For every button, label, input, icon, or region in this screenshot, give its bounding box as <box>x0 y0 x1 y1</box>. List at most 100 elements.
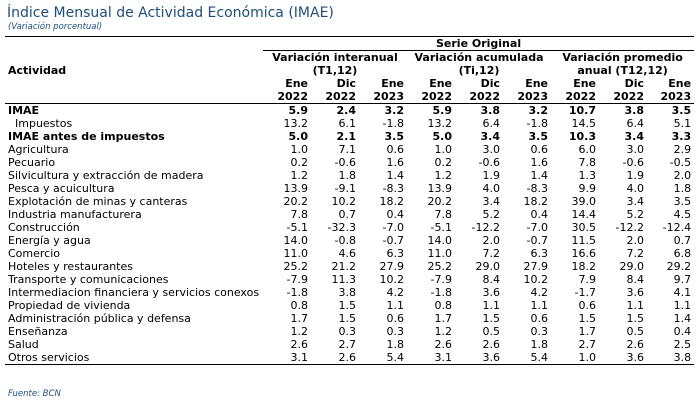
value-cell: 21.2 <box>331 260 357 273</box>
value-cell: 3.5 <box>647 103 695 117</box>
value-cell: -0.6 <box>622 156 644 169</box>
value-cell: 7.8 <box>434 208 453 221</box>
value-cell: 0.2 <box>434 156 453 169</box>
value-cell: 7.8 <box>578 156 597 169</box>
value-cell: 0.4 <box>530 208 549 221</box>
value-cell: 1.5 <box>338 299 357 312</box>
value-cell: 3.6 <box>626 286 645 299</box>
value-cell: 1.2 <box>434 169 453 182</box>
period-year: 2022 <box>565 90 596 103</box>
value-cell: 16.6 <box>571 247 597 260</box>
value-cell: 1.0 <box>551 351 599 365</box>
value-cell: -12.4 <box>662 221 692 234</box>
value-cell: 1.1 <box>482 299 501 312</box>
value-cell: 3.4 <box>482 195 501 208</box>
value-cell: 2.9 <box>673 143 692 156</box>
value-cell: 5.9 <box>407 103 455 117</box>
value-cell: -7.0 <box>526 221 548 234</box>
value-cell: 0.3 <box>530 325 549 338</box>
value-cell: 0.4 <box>673 325 692 338</box>
value-cell: 2.6 <box>482 338 501 351</box>
value-cell: -7.0 <box>382 221 404 234</box>
value-cell: 6.4 <box>482 117 501 130</box>
value-cell: 0.6 <box>386 143 405 156</box>
value-cell: 3.4 <box>624 130 645 143</box>
value-cell: 11.0 <box>283 247 309 260</box>
value-cell: 1.7 <box>578 325 597 338</box>
value-cell: -7.9 <box>286 273 308 286</box>
value-cell: 0.7 <box>338 208 357 221</box>
value-cell: 27.9 <box>379 260 405 273</box>
table-row: Transporte y comunicaciones -7.9 11.3 10.2 -… <box>5 273 694 286</box>
period-year: 2022 <box>421 90 452 103</box>
period-header: Ene 2022 <box>551 77 599 104</box>
table-row: Agricultura 1.0 7.1 0.6 1.0 3.0 0.6 6.0 3.0 2.9 <box>5 143 694 156</box>
period-header: Dic 2022 <box>455 77 503 104</box>
value-cell: 2.6 <box>311 351 359 365</box>
value-cell: 18.2 <box>523 195 549 208</box>
table-row: Pesca y acuicultura 13.9 -9.1 -8.3 13.9 4.0 -8… <box>5 182 694 195</box>
value-cell: 11.0 <box>427 247 453 260</box>
value-cell: 0.8 <box>434 299 453 312</box>
row-label: Pecuario <box>8 156 56 169</box>
group-title: Variación acumulada <box>414 51 544 64</box>
period-year: 2023 <box>517 90 548 103</box>
value-cell: 1.1 <box>386 299 405 312</box>
value-cell: 0.6 <box>530 312 549 325</box>
value-cell: 6.1 <box>338 117 357 130</box>
period-year: 2022 <box>613 90 644 103</box>
value-cell: 1.8 <box>386 338 405 351</box>
period-header: Ene 2023 <box>647 77 694 104</box>
value-cell: -8.3 <box>526 182 548 195</box>
value-cell: -0.8 <box>334 234 356 247</box>
table-row: Hoteles y restaurantes 25.2 21.2 27.9 25.2 29… <box>5 260 694 273</box>
value-cell: 1.8 <box>673 182 692 195</box>
value-cell: 3.8 <box>455 103 503 117</box>
value-cell: 3.4 <box>480 130 501 143</box>
row-label: Construcción <box>8 221 80 234</box>
period-month: Ene <box>429 77 452 90</box>
value-cell: 0.5 <box>482 325 501 338</box>
row-label: Agricultura <box>8 143 69 156</box>
group-title: Variación interanual <box>272 51 398 64</box>
value-cell: -12.2 <box>471 221 500 234</box>
value-cell: 1.4 <box>530 169 549 182</box>
value-cell: 4.0 <box>482 182 501 195</box>
value-cell: 0.3 <box>386 325 405 338</box>
value-cell: 3.6 <box>482 286 501 299</box>
value-cell: 25.2 <box>283 260 309 273</box>
value-cell: 4.0 <box>626 182 645 195</box>
value-cell: 6.0 <box>578 143 597 156</box>
value-cell: 7.2 <box>482 247 501 260</box>
value-cell: -5.1 <box>286 221 308 234</box>
value-cell: 3.8 <box>338 286 357 299</box>
imae-table: Actividad Serie Original Variación inter… <box>5 36 695 365</box>
value-cell: 1.8 <box>338 169 357 182</box>
row-label: Otros servicios <box>5 351 263 365</box>
value-cell: 1.1 <box>673 299 692 312</box>
value-cell: 3.5 <box>384 130 405 143</box>
value-cell: 1.9 <box>482 169 501 182</box>
period-header: Ene 2023 <box>503 77 551 104</box>
value-cell: 2.7 <box>338 338 357 351</box>
value-cell: 1.1 <box>626 299 645 312</box>
value-cell: -8.3 <box>382 182 404 195</box>
value-cell: 14.5 <box>571 117 597 130</box>
value-cell: 1.5 <box>482 312 501 325</box>
value-cell: 2.6 <box>626 338 645 351</box>
value-cell: 3.5 <box>673 195 692 208</box>
value-cell: 0.7 <box>673 234 692 247</box>
value-cell: 25.2 <box>427 260 453 273</box>
value-cell: 0.5 <box>626 325 645 338</box>
value-cell: 13.2 <box>427 117 453 130</box>
value-cell: 18.2 <box>571 260 597 273</box>
period-month: Ene <box>285 77 308 90</box>
value-cell: -1.8 <box>430 286 452 299</box>
group-subtitle: anual (T12,12) <box>577 64 668 77</box>
row-label: Enseñanza <box>8 325 68 338</box>
value-cell: 18.2 <box>379 195 405 208</box>
value-cell: 8.4 <box>626 273 645 286</box>
value-cell: 3.4 <box>626 195 645 208</box>
value-cell: 1.4 <box>386 169 405 182</box>
row-label: Industria manufacturera <box>8 208 142 221</box>
